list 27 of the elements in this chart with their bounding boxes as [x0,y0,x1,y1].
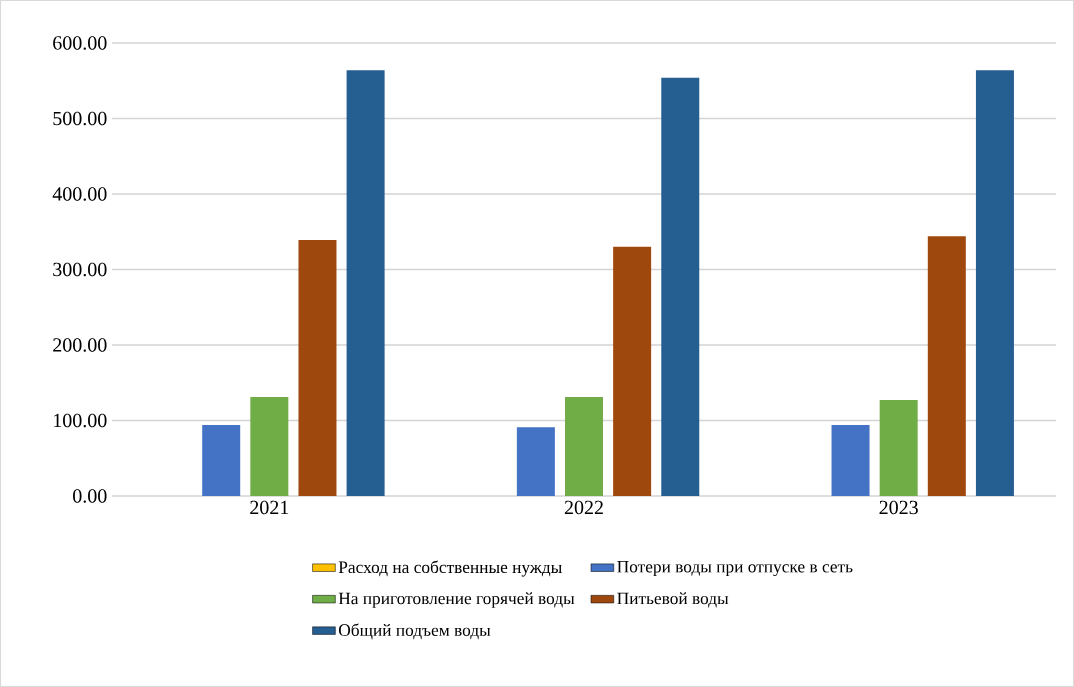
bar [250,397,289,496]
bar [516,427,555,496]
legend-label: На приготовление горячей воды [338,592,575,608]
bar [613,246,652,496]
legend-label: Потери воды при отпуске в сеть [617,561,853,577]
x-tick-label: 2021 [250,500,289,515]
y-tick-label: 300.00 [53,262,107,277]
y-tick-label: 400.00 [52,187,107,201]
y-tick-label: 100.00 [54,413,107,428]
y-tick-label: 600.00 [53,36,107,50]
bar [346,70,385,496]
y-tick-label: 0.00 [73,489,107,503]
bar [975,70,1014,496]
bar [202,425,241,496]
x-tick-label: 2022 [564,500,603,515]
bar [298,240,337,496]
bar [927,236,966,496]
bar [879,400,918,496]
y-tick-label: 200.00 [53,338,107,352]
bar [831,425,870,496]
bar [661,77,700,496]
x-tick-label: 2023 [879,500,918,515]
legend-label: Общий подъем воды [338,623,491,640]
y-tick-label: 500.00 [53,111,107,126]
bar [565,397,603,496]
legend-label: Расход на собственные нужды [338,560,562,577]
legend-label: Питьевой воды [617,592,729,608]
